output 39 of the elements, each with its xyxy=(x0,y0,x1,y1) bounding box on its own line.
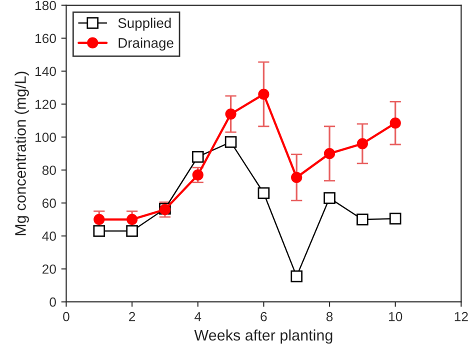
point xyxy=(126,225,138,237)
y-tick-label: 120 xyxy=(35,100,56,110)
point xyxy=(324,192,336,204)
point xyxy=(93,225,106,237)
y-tick-label: 140 xyxy=(35,66,56,76)
y-tick-label: 180 xyxy=(35,0,56,10)
point xyxy=(192,150,204,163)
x-tick-label: 4 xyxy=(194,312,202,322)
y-tick-label: 80 xyxy=(42,166,56,175)
x-tick-label: 6 xyxy=(260,312,267,322)
legend-label: Drainage xyxy=(118,38,174,51)
point xyxy=(258,88,270,100)
x-tick-label: 10 xyxy=(389,312,402,322)
point xyxy=(389,212,402,225)
x-tick-label: 8 xyxy=(326,312,333,322)
y-tick-label: 20 xyxy=(42,264,56,274)
x-axis-title: Weeks after planting xyxy=(194,329,332,344)
point xyxy=(291,172,302,184)
y-tick-label: 100 xyxy=(35,132,56,142)
y-tick-label: 60 xyxy=(42,198,56,208)
y-tick-label: 160 xyxy=(35,34,56,44)
point xyxy=(126,214,138,226)
point xyxy=(224,136,237,148)
point xyxy=(192,169,204,181)
point xyxy=(290,270,303,282)
point xyxy=(258,187,270,200)
x-tick-label: 2 xyxy=(129,312,136,322)
x-tick-label: 12 xyxy=(454,312,468,322)
y-axis-title: Mg concentration (mg/L) xyxy=(14,72,29,236)
y-tick-label: 40 xyxy=(42,232,56,241)
point xyxy=(390,118,401,129)
point xyxy=(94,214,105,226)
legend-label: Supplied xyxy=(118,18,171,31)
y-tick-label: 0 xyxy=(50,297,56,307)
point xyxy=(356,214,368,226)
point xyxy=(356,138,368,150)
point xyxy=(324,148,336,160)
x-tick-label: 0 xyxy=(63,312,70,322)
point xyxy=(225,108,236,120)
